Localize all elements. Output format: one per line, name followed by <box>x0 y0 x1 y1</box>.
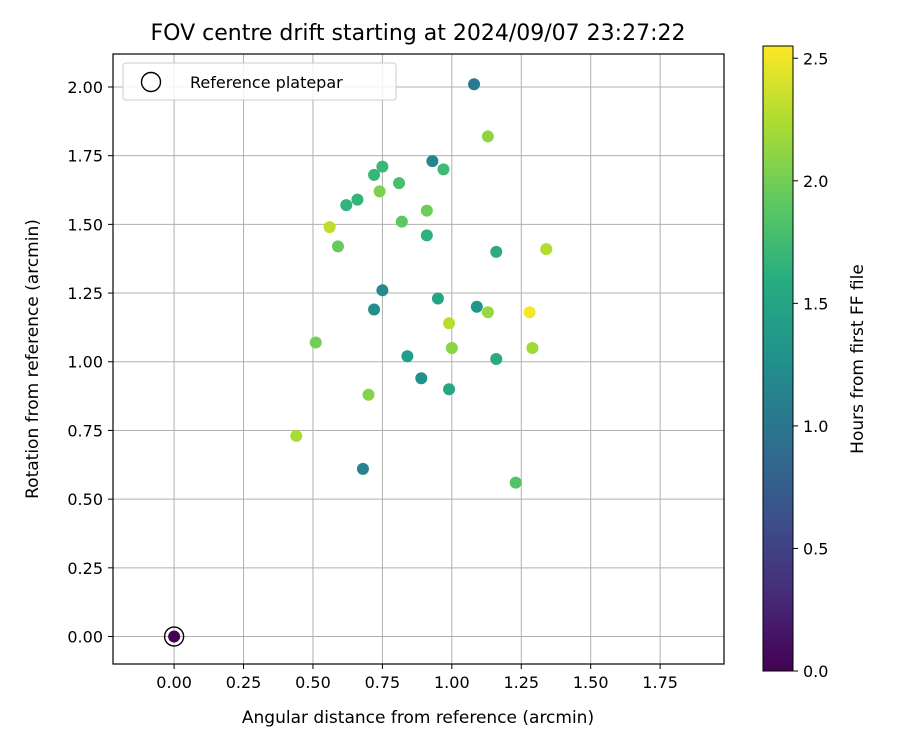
data-point <box>362 388 375 401</box>
legend: Reference platepar <box>122 62 397 101</box>
data-point <box>395 215 408 228</box>
y-tick-label: 0.50 <box>67 490 103 509</box>
data-point <box>376 160 389 173</box>
y-tick-label: 0.25 <box>67 559 103 578</box>
colorbar-tick-label: 2.0 <box>803 172 828 191</box>
x-tick-label: 0.00 <box>156 673 192 692</box>
data-point <box>331 240 344 253</box>
data-point <box>443 383 456 396</box>
data-point <box>368 168 381 181</box>
grid-lines <box>113 54 724 664</box>
data-point <box>168 630 181 643</box>
y-tick-label: 0.75 <box>67 421 103 440</box>
colorbar-ticks: 0.0 0.5 1.0 1.5 2.0 2.5 <box>793 49 828 681</box>
data-point <box>526 342 539 355</box>
data-point <box>490 353 503 365</box>
chart-title: FOV centre drift starting at 2024/09/07 … <box>151 21 686 46</box>
data-point <box>540 243 553 256</box>
colorbar-tick-label: 2.5 <box>803 49 828 68</box>
data-point <box>443 317 456 330</box>
data-point <box>340 199 353 212</box>
data-point <box>509 476 522 489</box>
data-point <box>351 193 364 206</box>
y-tick-label: 0.00 <box>67 628 103 647</box>
legend-box <box>122 62 397 101</box>
colorbar-gradient <box>762 45 794 672</box>
data-point <box>490 245 503 258</box>
x-axis-label: Angular distance from reference (arcmin) <box>242 708 594 728</box>
data-point <box>356 462 369 475</box>
data-point <box>309 336 322 349</box>
data-point <box>368 303 381 316</box>
colorbar-label: Hours from first FF file <box>848 264 868 454</box>
y-axis-ticks: 0.00 0.25 0.50 0.75 1.00 1.25 1.50 1.75 2.00 <box>67 78 113 647</box>
reference-platepar-marker <box>163 626 185 647</box>
data-point <box>523 306 536 319</box>
data-point <box>401 350 414 363</box>
x-tick-label: 0.75 <box>365 673 401 692</box>
data-point <box>481 306 494 319</box>
colorbar: 0.0 0.5 1.0 1.5 2.0 2.5 Hours from first FF f… <box>762 45 868 681</box>
data-point <box>470 300 483 313</box>
plot-frame <box>112 53 725 665</box>
data-point <box>468 78 481 91</box>
data-point <box>393 177 406 190</box>
legend-marker-icon <box>140 71 162 93</box>
colorbar-tick-label: 1.0 <box>803 417 828 436</box>
colorbar-tick-label: 0.0 <box>803 662 828 681</box>
x-tick-label: 0.25 <box>226 673 262 692</box>
data-point <box>431 292 444 305</box>
x-axis-ticks: 0.00 0.25 0.50 0.75 1.00 1.25 1.50 1.75 <box>156 664 678 692</box>
x-tick-label: 1.00 <box>434 673 470 692</box>
y-axis-label: Rotation from reference (arcmin) <box>23 219 43 499</box>
data-point <box>376 284 389 297</box>
data-point <box>290 429 303 442</box>
x-tick-label: 0.50 <box>295 673 331 692</box>
data-point <box>415 372 428 385</box>
colorbar-tick-label: 0.5 <box>803 539 828 558</box>
x-tick-label: 1.75 <box>642 673 678 692</box>
x-tick-label: 1.25 <box>503 673 539 692</box>
y-tick-label: 1.50 <box>67 215 103 234</box>
data-point <box>420 204 433 217</box>
data-point <box>445 342 458 355</box>
data-point <box>420 229 433 242</box>
y-tick-label: 1.25 <box>67 284 103 303</box>
data-point <box>373 185 386 198</box>
x-tick-label: 1.50 <box>573 673 609 692</box>
colorbar-tick-label: 1.5 <box>803 294 828 313</box>
y-tick-label: 1.00 <box>67 353 103 372</box>
legend-entry-reference: Reference platepar <box>190 73 343 92</box>
data-point <box>323 221 336 234</box>
data-point <box>426 155 439 168</box>
data-points <box>163 78 553 647</box>
y-tick-label: 1.75 <box>67 147 103 166</box>
y-tick-label: 2.00 <box>67 78 103 97</box>
data-point <box>437 163 450 176</box>
data-point <box>481 130 494 143</box>
